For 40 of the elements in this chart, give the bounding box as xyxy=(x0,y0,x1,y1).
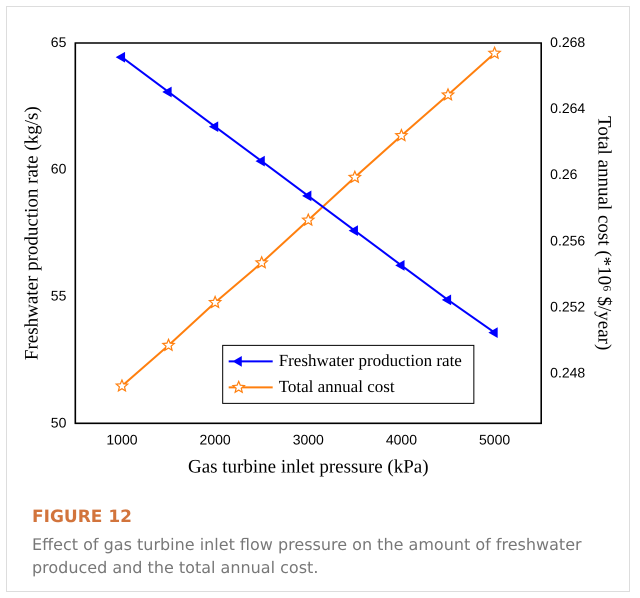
y-tick-label: 50 xyxy=(50,414,67,430)
x-axis-title: Gas turbine inlet pressure (kPa) xyxy=(188,456,429,478)
point xyxy=(210,122,218,132)
point xyxy=(395,129,408,142)
point xyxy=(488,328,498,338)
point xyxy=(162,338,175,351)
point xyxy=(116,379,128,392)
y2-tick-label: 0.268 xyxy=(550,34,586,50)
point xyxy=(302,190,312,201)
x-tick-label: 2000 xyxy=(200,432,231,448)
legend-label: Total annual cost xyxy=(278,376,395,396)
y-tick-label: 55 xyxy=(50,287,67,304)
point xyxy=(255,256,268,268)
y2-tick-label: 0.252 xyxy=(550,298,586,314)
y-tick-label: 65 xyxy=(50,34,67,50)
y2-tick-label: 0.256 xyxy=(550,232,586,248)
point xyxy=(256,156,265,166)
caption: FIGURE 12 xyxy=(32,507,133,527)
y2-tick-label: 0.26 xyxy=(550,166,578,182)
point xyxy=(162,87,172,97)
point xyxy=(442,294,452,305)
y-axis-title: Freshwater production rate (kg/s) xyxy=(21,106,42,360)
x-tick-label: 1000 xyxy=(106,432,138,448)
point xyxy=(349,226,358,236)
point xyxy=(396,260,405,270)
y2-axis-title: Total annual cost (*10⁶ $/year) xyxy=(594,116,615,350)
point xyxy=(348,170,362,183)
y2-tick-label: 0.264 xyxy=(550,100,586,116)
y2-tick-label: 0.248 xyxy=(550,364,586,381)
point xyxy=(488,46,501,59)
point xyxy=(208,296,222,308)
legend-label: Freshwater production rate xyxy=(278,350,462,370)
x-tick-label: 5000 xyxy=(479,432,510,448)
point xyxy=(442,88,454,100)
point xyxy=(116,52,126,62)
x-tick-label: 4000 xyxy=(386,432,418,448)
text: Effect of gas turbine inlet flow pressure on the amount of freshwater produced and the total annual cost. xyxy=(32,534,583,579)
y-tick-label: 60 xyxy=(50,160,67,177)
x-tick-label: 3000 xyxy=(292,432,324,448)
point xyxy=(302,214,315,226)
